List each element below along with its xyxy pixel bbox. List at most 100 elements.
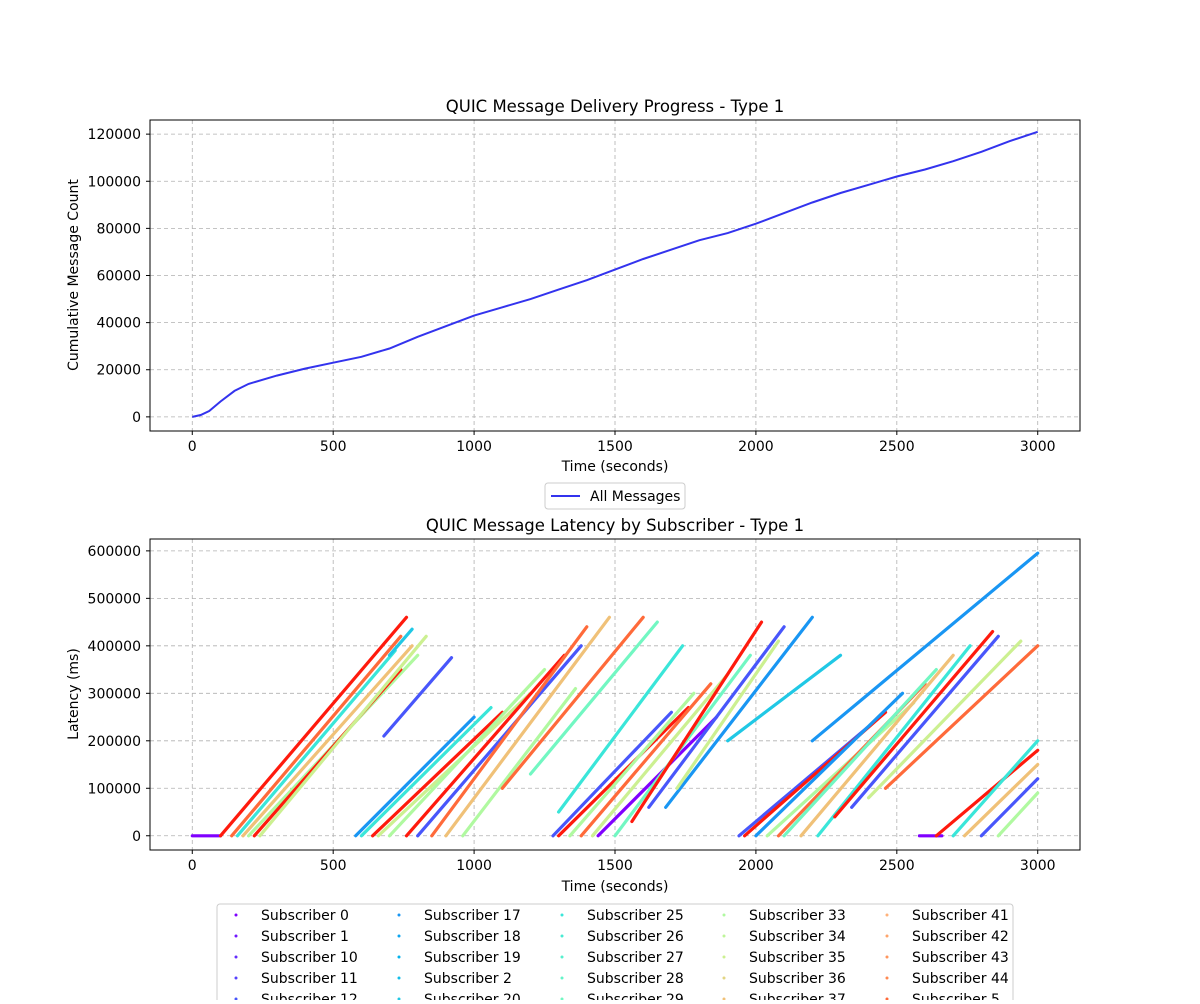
latency-point-run: [962, 762, 1040, 838]
latency-point-run: [235, 648, 397, 838]
latency-point-run: [461, 686, 578, 838]
legend-entry-label: Subscriber 19: [424, 950, 521, 966]
legend-entry-label: Subscriber 37: [749, 992, 846, 1000]
latency-point-run: [675, 639, 781, 790]
latency-point-run: [726, 653, 843, 743]
x-tick-label: 0: [188, 858, 197, 874]
latency-point-run: [359, 705, 493, 838]
x-tick-label: 3000: [1020, 439, 1056, 455]
legend-marker: [722, 955, 726, 959]
legend-entry-label: Subscriber 17: [424, 908, 521, 924]
y-tick-label: 0: [132, 829, 141, 845]
legend-entry-label: All Messages: [590, 489, 680, 505]
latency-point-run: [934, 748, 1040, 838]
latency-point-run: [754, 691, 905, 838]
legend-marker: [885, 976, 889, 980]
y-tick-label: 300000: [88, 686, 141, 702]
subscriber-legend: Subscriber 0 Subscriber 1 Subscriber 10 Sub…: [216, 903, 1014, 1004]
legend-marker: [885, 934, 889, 938]
latency-point-run: [430, 625, 589, 838]
legend-entry-label: Subscriber 18: [424, 929, 521, 945]
latency-point-run: [816, 644, 972, 838]
legend-frame: [216, 903, 1014, 1004]
legend-entry-label: Subscriber 1: [261, 929, 349, 945]
legend-marker: [397, 934, 401, 938]
latency-point-run: [500, 615, 645, 790]
x-tick-label: 1500: [597, 439, 633, 455]
latency-point-run: [951, 739, 1040, 838]
latency-point-run: [556, 644, 685, 814]
latency-point-run: [883, 644, 1040, 790]
legend-entry-label: Subscriber 44: [912, 971, 1009, 987]
latency-point-run: [866, 639, 1023, 800]
latency-point-run: [579, 682, 713, 838]
y-tick-label: 80000: [96, 221, 141, 237]
x-tick-label: 500: [320, 439, 347, 455]
x-tick-label: 2000: [738, 439, 774, 455]
legend-entry-label: Subscriber 29: [587, 992, 684, 1000]
legend-marker: [560, 934, 564, 938]
legend-marker: [234, 976, 238, 980]
y-tick-label: 100000: [88, 781, 141, 797]
legend-marker: [397, 913, 401, 917]
legend-frame: [544, 482, 686, 510]
latency-point-run: [647, 625, 786, 809]
x-tick-label: 3000: [1020, 858, 1056, 874]
legend-entry-label: Subscriber 28: [587, 971, 684, 987]
y-tick-label: 100000: [88, 174, 141, 190]
latency-point-run: [782, 667, 938, 838]
x-tick-label: 1000: [456, 858, 492, 874]
y-tick-label: 40000: [96, 316, 141, 332]
legend-entry-label: Subscriber 42: [912, 929, 1009, 945]
latency-point-run: [996, 791, 1040, 838]
latency-point-run: [664, 615, 814, 809]
legend-marker: [885, 955, 889, 959]
latency-point-run: [810, 551, 1040, 743]
x-axis-label: Time (seconds): [561, 879, 669, 895]
latency-point-run: [404, 653, 566, 838]
legend-marker: [397, 955, 401, 959]
legend-marker: [560, 955, 564, 959]
x-axis-label: Time (seconds): [561, 459, 669, 475]
chart-title: QUIC Message Delivery Progress - Type 1: [446, 97, 785, 116]
legend-entry-label: Subscriber 41: [912, 908, 1009, 924]
x-tick-label: 2500: [879, 858, 915, 874]
legend-entry-label: Subscriber 43: [912, 950, 1009, 966]
legend-entry-label: Subscriber 11: [261, 971, 358, 987]
legend-entry-label: Subscriber 20: [424, 992, 521, 1000]
y-axis-label: Latency (ms): [66, 648, 82, 740]
legend-marker: [397, 976, 401, 980]
legend-entry-label: Subscriber 26: [587, 929, 684, 945]
chart-title: QUIC Message Latency by Subscriber - Typ…: [426, 516, 804, 535]
y-tick-label: 400000: [88, 639, 141, 655]
legend-entry-label: Subscriber 25: [587, 908, 684, 924]
latency-point-run: [218, 615, 409, 838]
legend-marker: [722, 913, 726, 917]
legend-entry-label: Subscriber 35: [749, 950, 846, 966]
latency-point-run: [387, 667, 547, 838]
legend: All Messages: [544, 482, 686, 510]
x-tick-label: 1500: [597, 858, 633, 874]
y-tick-label: 600000: [88, 544, 141, 560]
x-tick-label: 1000: [456, 439, 492, 455]
legend-marker: [885, 913, 889, 917]
latency-point-run: [354, 715, 476, 838]
latency-point-run: [230, 634, 403, 838]
legend-entry-label: Subscriber 34: [749, 929, 846, 945]
legend-marker: [722, 934, 726, 938]
latency-point-run: [556, 705, 690, 838]
series-line-all-messages: [192, 130, 1039, 418]
latency-point-run: [387, 627, 414, 657]
latency-point-run: [833, 629, 995, 819]
y-tick-label: 60000: [96, 269, 141, 285]
x-tick-label: 500: [320, 858, 347, 874]
latency-point-run: [416, 644, 583, 838]
y-tick-label: 0: [132, 410, 141, 426]
y-tick-label: 200000: [88, 734, 141, 750]
legend-marker: [234, 934, 238, 938]
y-tick-label: 120000: [88, 127, 141, 143]
latency-point-run: [258, 634, 428, 838]
latency-point-run: [630, 620, 764, 824]
legend-marker: [560, 976, 564, 980]
